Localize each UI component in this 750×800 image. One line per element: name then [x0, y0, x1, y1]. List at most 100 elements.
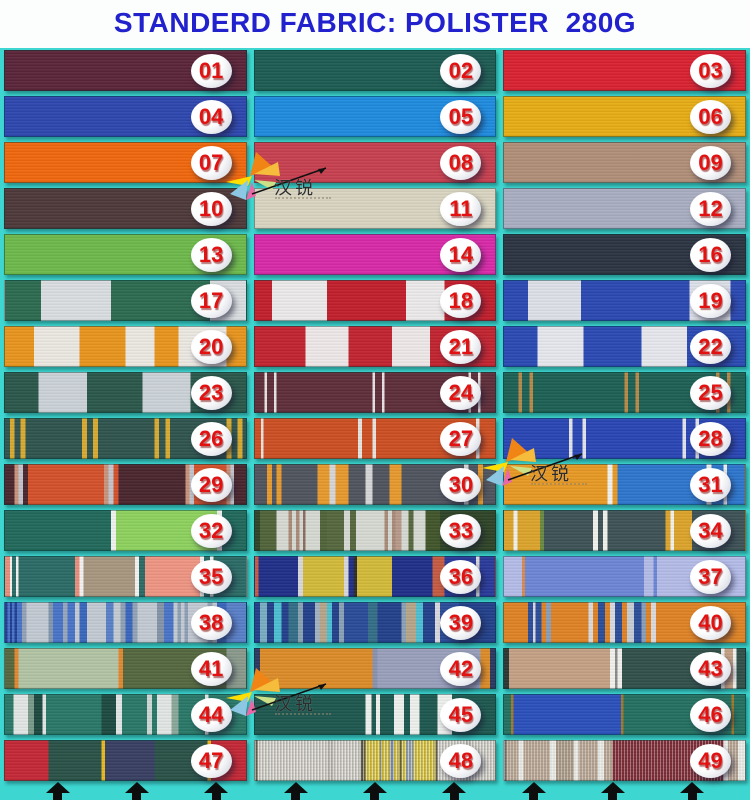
swatch-number-badge: 18	[440, 283, 482, 318]
fabric-swatch-25-teal-gold-pinstripes: 25	[503, 372, 746, 413]
up-arrow-icon	[362, 782, 388, 800]
fabric-swatch-35-teal-salmon-tan-blocks: 35	[4, 556, 247, 597]
swatch-number-badge: 24	[440, 375, 482, 410]
fabric-swatch-32-teal-lime-blocks: 32	[4, 510, 247, 551]
fabric-swatch-13-apple-green: 13	[4, 234, 247, 275]
swatch-number-badge: 01	[190, 53, 232, 88]
swatch-number-badge: 29	[190, 467, 232, 502]
fabric-swatch-23-green-white-blocks: 23	[4, 372, 247, 413]
swatch-number-badge: 39	[440, 605, 482, 640]
swatch-number-badge: 45	[440, 697, 482, 732]
swatch-number-badge: 13	[190, 237, 232, 272]
fabric-swatch-40-orange-blue-multistripe: 40	[503, 602, 746, 643]
up-arrow-icon	[679, 782, 705, 800]
swatch-number-badge: 49	[690, 743, 731, 778]
fabric-swatch-48-grey-yellow-pinstripes: 48	[253, 740, 497, 781]
fabric-swatch-30-grey-orange-stripes: 30	[253, 464, 497, 505]
fabric-swatch-38-blue-grey-multistripe: 38	[4, 602, 247, 643]
swatch-number-badge: 22	[690, 329, 731, 364]
swatch-number-badge: 17	[190, 283, 232, 318]
swatch-number-badge: 30	[440, 467, 482, 502]
fabric-swatch-29-rust-maroon-blocks: 29	[4, 464, 247, 505]
fabric-swatch-17-green-white-blocks: 17	[4, 280, 247, 321]
up-arrow-icon	[124, 782, 150, 800]
fabric-swatch-28-royal-blue-white-pinstripes: 28	[503, 418, 746, 459]
swatch-number-badge: 43	[690, 651, 731, 686]
fabric-swatch-16-dark-navy: 16	[503, 234, 746, 275]
swatch-number-badge: 37	[690, 559, 731, 594]
fabric-swatch-37-periwinkle-blocks: 37	[503, 556, 746, 597]
fabric-swatch-21-red-white-stripes: 21	[253, 326, 497, 367]
fabric-swatch-46-blue-teal-blocks: 46	[503, 694, 746, 735]
swatch-number-badge: 25	[690, 375, 731, 410]
swatch-number-badge: 26	[190, 421, 232, 456]
fabric-swatch-22-blue-white-stripes: 22	[503, 326, 746, 367]
fabric-swatch-33-olive-white-brown-stripes: 33	[253, 510, 497, 551]
fabric-swatch-08-crimson: 08	[253, 142, 497, 183]
up-arrow-icon	[521, 782, 547, 800]
up-arrow-icon	[203, 782, 229, 800]
up-arrow-icon	[45, 782, 71, 800]
fabric-swatch-11-cream: 11	[253, 188, 497, 229]
swatch-number-badge: 07	[190, 145, 232, 180]
swatch-number-badge: 11	[440, 191, 482, 226]
swatch-number-badge: 03	[690, 53, 731, 88]
swatch-number-badge: 21	[440, 329, 482, 364]
swatch-number-badge: 35	[190, 559, 232, 594]
up-arrow-icon	[441, 782, 467, 800]
swatch-number-badge: 05	[440, 99, 482, 134]
page-title: STANDERD FABRIC: POLISTER 280G	[113, 7, 637, 38]
fabric-swatch-36-navy-yellow-blocks: 36	[253, 556, 497, 597]
title-band	[0, 0, 750, 48]
swatch-number-badge: 27	[440, 421, 482, 456]
swatch-number-badge: 34	[690, 513, 731, 548]
fabric-swatch-18-red-white-blocks: 18	[253, 280, 497, 321]
swatch-number-badge: 32	[190, 513, 232, 548]
up-arrow-icon	[600, 782, 626, 800]
fabric-swatch-42-orange-greyblue-blocks: 42	[253, 648, 497, 689]
fabric-swatch-07-orange: 07	[4, 142, 247, 183]
fabric-swatch-34-slate-amber-stripes: 34	[503, 510, 746, 551]
fabric-swatch-03-red: 03	[503, 50, 746, 91]
swatch-number-badge: 48	[440, 743, 482, 778]
fabric-swatch-47-red-green-navy-blocks: 47	[4, 740, 247, 781]
fabric-swatch-27-rust-white-pinstripes: 27	[253, 418, 497, 459]
swatch-number-badge: 08	[440, 145, 482, 180]
swatch-number-badge: 14	[440, 237, 482, 272]
fabric-swatch-01-dark-plum: 01	[4, 50, 247, 91]
swatch-number-badge: 40	[690, 605, 731, 640]
fabric-swatch-41-olive-sage-blocks: 41	[4, 648, 247, 689]
fabric-swatch-24-maroon-white-pinstripes: 24	[253, 372, 497, 413]
fabric-swatch-26-pine-yellow-pinstripes: 26	[4, 418, 247, 459]
fabric-swatch-43-tan-darkteal-blocks: 43	[503, 648, 746, 689]
fabric-swatch-05-bright-blue: 05	[253, 96, 497, 137]
fabric-swatch-06-golden-yellow: 06	[503, 96, 746, 137]
fabric-swatch-12-silver-grey: 12	[503, 188, 746, 229]
swatch-number-badge: 04	[190, 99, 232, 134]
swatch-grid: 01 02 03 04 05 06 07 08 09 10 11 12 13 14 16 17 18 19 20 21…	[4, 50, 746, 781]
fabric-swatch-20-orange-white-stripes: 20	[4, 326, 247, 367]
swatch-number-badge: 19	[690, 283, 731, 318]
swatch-number-badge: 10	[190, 191, 232, 226]
swatch-number-badge: 16	[690, 237, 731, 272]
swatch-number-badge: 41	[190, 651, 232, 686]
up-arrow-icon	[283, 782, 309, 800]
bottom-arrows	[18, 782, 732, 800]
swatch-number-badge: 23	[190, 375, 232, 410]
fabric-swatch-19-blue-white-blocks: 19	[503, 280, 746, 321]
fabric-swatch-31-orange-blue-blocks: 31	[503, 464, 746, 505]
swatch-number-badge: 44	[190, 697, 232, 732]
swatch-number-badge: 46	[690, 697, 731, 732]
swatch-number-badge: 33	[440, 513, 482, 548]
swatch-number-badge: 36	[440, 559, 482, 594]
fabric-swatch-09-tan: 09	[503, 142, 746, 183]
swatch-number-badge: 31	[690, 467, 731, 502]
swatch-number-badge: 47	[190, 743, 232, 778]
swatch-number-badge: 12	[690, 191, 731, 226]
fabric-swatch-44-teal-white-stripes: 44	[4, 694, 247, 735]
swatch-number-badge: 28	[690, 421, 731, 456]
swatch-number-badge: 09	[690, 145, 731, 180]
swatch-number-badge: 42	[440, 651, 482, 686]
fabric-swatch-10-dark-brown: 10	[4, 188, 247, 229]
